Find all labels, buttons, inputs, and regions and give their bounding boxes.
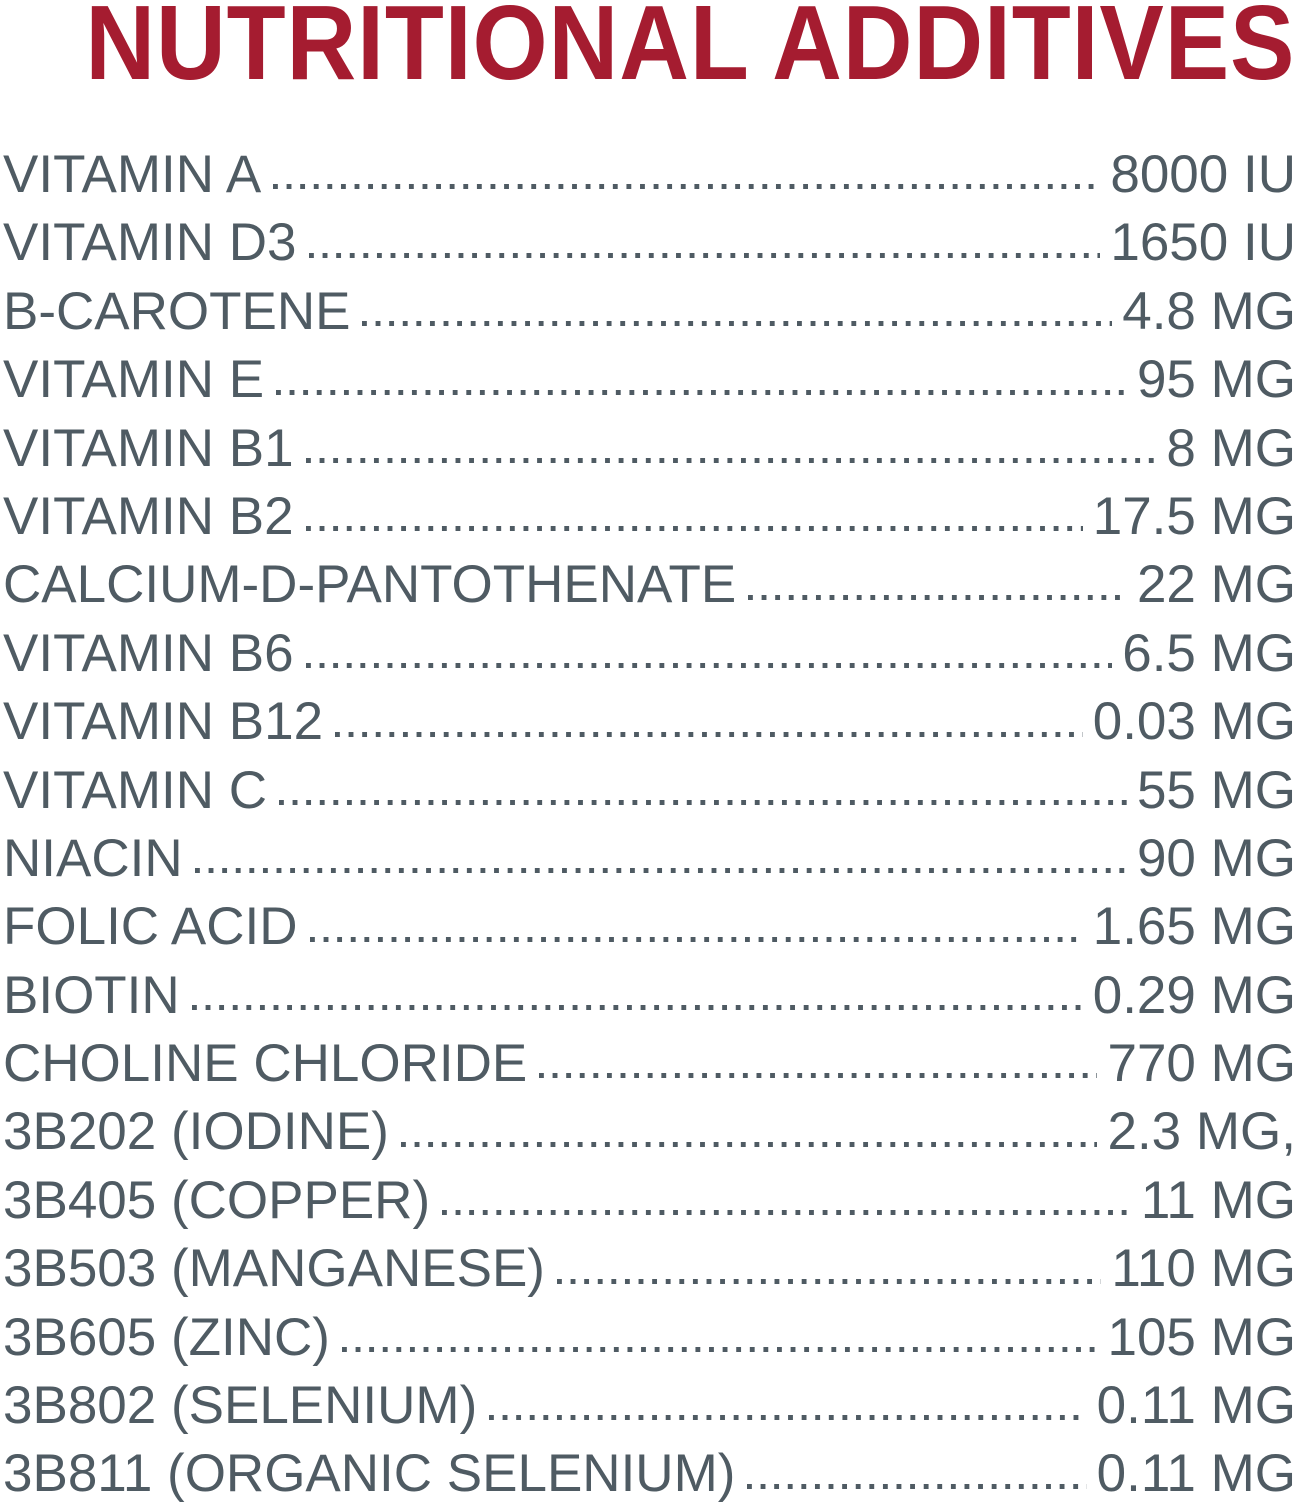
dot-leader [305,663,1113,669]
list-item: BIOTIN 0.29 MG [3,962,1296,1030]
item-label: FOLIC ACID [3,897,298,957]
item-label: VITAMIN D3 [3,213,297,273]
list-item: 3B503 (MANGANESE) 110 MG [3,1235,1296,1303]
dot-leader [335,731,1083,737]
item-label: BIOTIN [3,965,180,1025]
item-value: 8000 IU [1110,144,1296,204]
item-label: VITAMIN B1 [3,418,294,478]
list-item: VITAMIN A 8000 IU [3,141,1296,209]
dot-leader [442,1210,1131,1216]
dot-leader [305,457,1157,463]
item-value: 1650 IU [1110,213,1296,273]
list-item: CALCIUM-D-PANTOTHENATE 22 MG [3,551,1296,619]
item-label: 3B503 (MANGANESE) [3,1239,545,1299]
list-item: VITAMIN B12 0.03 MG [3,688,1296,756]
item-value: 6.5 MG [1122,623,1296,683]
dot-leader [341,1347,1098,1353]
item-label: VITAMIN B12 [3,692,324,752]
item-label: CALCIUM-D-PANTOTHENATE [3,555,737,615]
dot-leader [400,1141,1098,1147]
list-item: 3B802 (SELENIUM) 0.11 MG [3,1372,1296,1440]
list-item: VITAMIN D3 1650 IU [3,209,1296,277]
item-value: 95 MG [1136,350,1296,410]
list-item: 3B405 (COPPER) 11 MG [3,1167,1296,1235]
item-label: 3B405 (COPPER) [3,1170,431,1230]
list-item: VITAMIN E 95 MG [3,346,1296,414]
list-item: 3B202 (IODINE) 2.3 MG, [3,1098,1296,1166]
list-item: CHOLINE CHLORIDE 770 MG [3,1030,1296,1098]
item-value: 110 MG [1111,1239,1296,1299]
item-value: 105 MG [1107,1307,1296,1367]
item-value: 11 MG [1140,1170,1296,1230]
dot-leader [747,1483,1087,1489]
item-label: 3B605 (ZINC) [3,1307,330,1367]
page-title: NUTRITIONAL ADDITIVES [85,0,1295,102]
list-item: FOLIC ACID 1.65 MG [3,893,1296,961]
item-value: 0.11 MG [1096,1444,1296,1504]
item-value: 17.5 MG [1092,486,1296,546]
item-label: 3B811 (ORGANIC SELENIUM) [3,1444,736,1504]
item-value: 0.03 MG [1092,692,1296,752]
additives-list: VITAMIN A 8000 IU VITAMIN D3 1650 IU B-CAROT… [3,141,1296,1509]
item-value: 90 MG [1136,828,1296,888]
page-title-wrap: NUTRITIONAL ADDITIVES [0,0,1295,98]
dot-leader [539,1073,1098,1079]
item-label: CHOLINE CHLORIDE [3,1034,528,1094]
item-label: VITAMIN B6 [3,623,294,683]
list-item: VITAMIN B1 8 MG [3,415,1296,483]
list-item: VITAMIN C 55 MG [3,757,1296,825]
dot-leader [308,252,1101,258]
item-value: 0.29 MG [1092,965,1296,1025]
list-item: 3B605 (ZINC) 105 MG [3,1304,1296,1372]
item-label: NIACIN [3,828,183,888]
item-label: VITAMIN E [3,350,265,410]
list-item: VITAMIN B2 17.5 MG [3,483,1296,551]
dot-leader [276,389,1127,395]
dot-leader [194,868,1127,874]
item-value: 4.8 MG [1122,281,1296,341]
item-value: 1.65 MG [1092,897,1296,957]
list-item: NIACIN 90 MG [3,825,1296,893]
dot-leader [489,1415,1087,1421]
item-label: B-CAROTENE [3,281,351,341]
item-value: 55 MG [1136,760,1296,820]
item-value: 22 MG [1136,555,1296,615]
item-value: 770 MG [1107,1034,1296,1094]
item-value: 2.3 MG, [1107,1102,1296,1162]
dot-leader [191,1005,1083,1011]
item-label: 3B202 (IODINE) [3,1102,389,1162]
item-label: VITAMIN C [3,760,268,820]
dot-leader [556,1278,1102,1284]
item-label: 3B802 (SELENIUM) [3,1376,478,1436]
dot-leader [273,184,1101,190]
item-label: VITAMIN A [3,144,262,204]
dot-leader [748,594,1127,600]
item-label: VITAMIN B2 [3,486,294,546]
list-item: B-CAROTENE 4.8 MG [3,278,1296,346]
item-value: 8 MG [1166,418,1296,478]
list-item: VITAMIN B6 6.5 MG [3,620,1296,688]
dot-leader [362,321,1113,327]
dot-leader [309,936,1083,942]
item-value: 0.11 MG [1096,1376,1296,1436]
list-item: 3B811 (ORGANIC SELENIUM) 0.11 MG [3,1440,1296,1508]
dot-leader [279,799,1127,805]
dot-leader [305,526,1083,532]
